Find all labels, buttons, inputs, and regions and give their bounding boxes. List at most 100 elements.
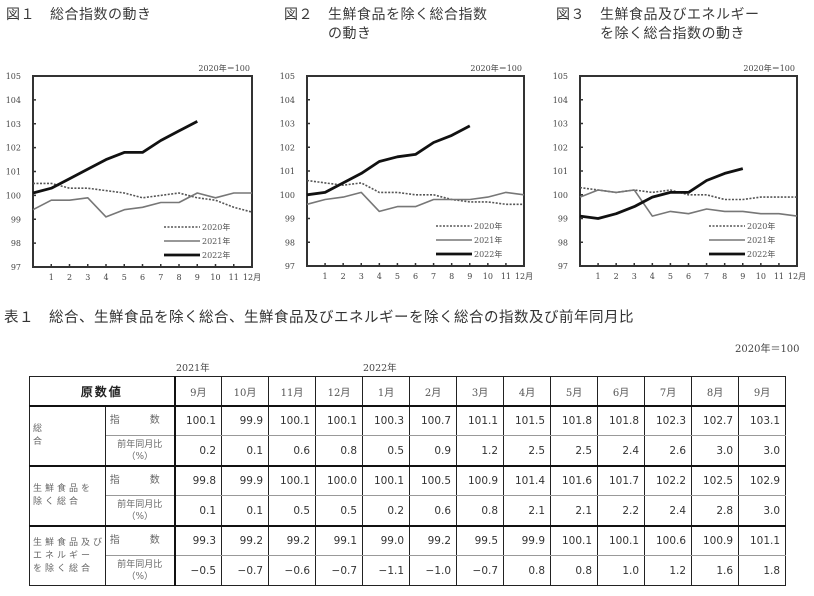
y-tick-label: 101 xyxy=(553,167,568,176)
group-label: 生鮮食品及び エネルギー を除く総合 xyxy=(28,525,107,586)
figure-2-title-line-1: 生鮮食品を除く総合指数 xyxy=(328,7,488,23)
index-value-cell: 99.9 xyxy=(221,465,270,496)
x-tick-label: 7 xyxy=(704,272,709,281)
month-header: 8月 xyxy=(691,376,740,407)
group-label-line: を除く総合 xyxy=(33,563,94,574)
x-tick-label: 12月 xyxy=(515,272,533,281)
yoy-value-cell: 0.2 xyxy=(362,495,411,527)
yoy-value-cell: 1.6 xyxy=(691,555,740,586)
yoy-value-cell: 0.8 xyxy=(456,495,505,527)
yoy-label-line-1: 前年同月比 xyxy=(117,559,163,570)
index-value-cell: 102.5 xyxy=(691,465,740,496)
yoy-value-cell: −0.7 xyxy=(456,555,505,586)
y-tick-label: 99 xyxy=(558,215,568,224)
index-value-cell: 100.1 xyxy=(268,465,317,496)
y-tick-label: 100 xyxy=(6,191,21,200)
yoy-value-cell: 2.4 xyxy=(597,435,646,467)
x-tick-label: 3 xyxy=(85,273,90,282)
table-unit-note: 2020年＝100 xyxy=(735,344,800,355)
index-value-cell: 99.3 xyxy=(173,525,223,556)
x-tick-label: 8 xyxy=(449,272,454,281)
index-value-cell: 99.2 xyxy=(409,525,458,556)
month-header: 10月 xyxy=(221,376,270,407)
index-value-cell: 100.1 xyxy=(315,405,364,436)
yoy-value-cell: −0.5 xyxy=(173,555,223,586)
index-label: 指 数 xyxy=(105,525,176,556)
table-title: 表１ 総合、生鮮食品を除く総合、生鮮食品及びエネルギーを除く総合の指数及び前年同… xyxy=(4,310,634,326)
x-tick-label: 9 xyxy=(740,272,745,281)
yoy-label: 前年同月比 （%） xyxy=(105,435,176,467)
x-tick-label: 5 xyxy=(122,273,127,282)
y-tick-label: 103 xyxy=(6,120,21,129)
index-value-cell: 102.2 xyxy=(644,465,693,496)
yoy-value-cell: −1.0 xyxy=(409,555,458,586)
y-tick-label: 104 xyxy=(6,96,21,105)
x-tick-label: 2 xyxy=(67,273,72,282)
legend-label: 2020年 xyxy=(474,221,502,231)
x-tick-label: 7 xyxy=(431,272,436,281)
figure-2-title: 図２ 生鮮食品を除く総合指数 の動き xyxy=(284,6,488,44)
legend-label: 2020年 xyxy=(202,222,230,232)
x-tick-label: 5 xyxy=(668,272,673,281)
index-value-cell: 101.6 xyxy=(550,465,599,496)
y-tick-label: 105 xyxy=(6,72,21,81)
x-tick-label: 6 xyxy=(686,272,691,281)
x-tick-label: 1 xyxy=(323,272,328,281)
group-label-line: 生鮮食品及び xyxy=(33,537,106,548)
y-tick-label: 102 xyxy=(6,144,21,153)
x-tick-label: 10 xyxy=(483,272,493,281)
y-tick-label: 97 xyxy=(285,262,295,271)
yoy-value-cell: 2.1 xyxy=(503,495,552,527)
index-value-cell: 102.3 xyxy=(644,405,693,436)
x-tick-label: 11 xyxy=(501,272,511,281)
index-value-cell: 101.5 xyxy=(503,405,552,436)
month-header: 4月 xyxy=(503,376,552,407)
x-tick-label: 6 xyxy=(413,272,418,281)
figure-2-title-text: 生鮮食品を除く総合指数 の動き xyxy=(328,6,488,44)
yoy-value-cell: 0.5 xyxy=(268,495,317,527)
figure-3-title-text: 生鮮食品及びエネルギー を除く総合指数の動き xyxy=(600,6,760,44)
yoy-value-cell: 3.0 xyxy=(691,435,740,467)
legend-label: 2022年 xyxy=(202,250,230,260)
group-label-line: 除く総合 xyxy=(33,497,82,507)
index-value-cell: 100.9 xyxy=(456,465,505,496)
yoy-value-cell: −0.6 xyxy=(268,555,317,586)
x-tick-label: 9 xyxy=(195,273,200,282)
yoy-value-cell: 0.8 xyxy=(315,435,364,467)
unit-note: 2020年＝100 xyxy=(743,63,795,73)
x-tick-label: 8 xyxy=(722,272,727,281)
index-value-cell: 100.3 xyxy=(362,405,411,436)
legend-label: 2021年 xyxy=(747,235,775,245)
index-value-cell: 100.1 xyxy=(550,525,599,556)
table-row-yoy: 前年同月比 （%） −0.5 −0.7 −0.6 −0.7 −1.1 −1.0 −0.7 0.8 0… xyxy=(30,555,787,586)
yoy-value-cell: 1.0 xyxy=(597,555,646,586)
figure-2-number: 図２ xyxy=(284,7,313,23)
yoy-value-cell: 3.0 xyxy=(738,435,787,467)
y-tick-label: 105 xyxy=(280,72,295,81)
y-tick-label: 103 xyxy=(553,120,568,129)
month-header: 6月 xyxy=(597,376,646,407)
x-tick-label: 12月 xyxy=(788,272,806,281)
index-value-cell: 100.0 xyxy=(315,465,364,496)
yoy-value-cell: 1.8 xyxy=(738,555,787,586)
legend-label: 2022年 xyxy=(747,249,775,259)
yoy-label: 前年同月比 （%） xyxy=(105,555,176,586)
index-value-cell: 101.8 xyxy=(597,405,646,436)
yoy-value-cell: 0.8 xyxy=(503,555,552,586)
y-tick-label: 97 xyxy=(11,263,21,272)
legend-label: 2020年 xyxy=(747,221,775,231)
index-value-cell: 101.1 xyxy=(456,405,505,436)
figure-3-title-line-1: 生鮮食品及びエネルギー xyxy=(600,7,760,23)
yoy-value-cell: 2.4 xyxy=(644,495,693,527)
group-label-line: 生鮮食品を xyxy=(33,484,94,494)
y-tick-label: 103 xyxy=(280,120,295,129)
corner-header: 原数値 xyxy=(28,376,176,407)
series-line-2020 xyxy=(306,179,524,206)
index-label: 指 数 xyxy=(105,465,176,496)
index-value-cell: 99.1 xyxy=(315,525,364,556)
month-header: 11月 xyxy=(268,376,317,407)
yoy-value-cell: 2.5 xyxy=(503,435,552,467)
year-label-2021: 2021年 xyxy=(176,363,210,374)
index-label: 指 数 xyxy=(105,405,176,436)
